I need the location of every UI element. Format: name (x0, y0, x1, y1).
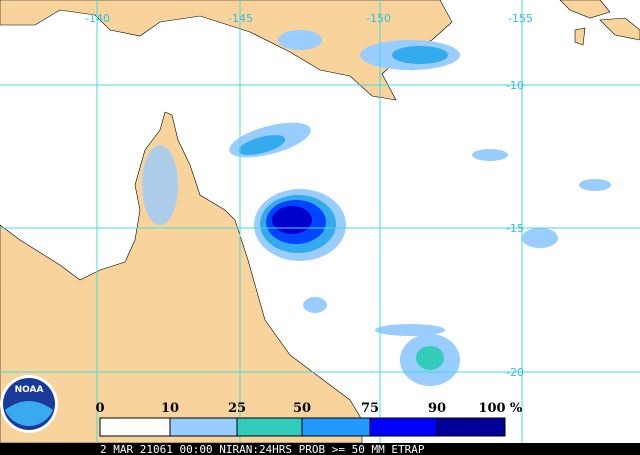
precipitation (142, 30, 611, 386)
legend-label: 75 (361, 401, 379, 416)
land-island (599, 17, 640, 41)
legend-label: 25 (228, 401, 246, 416)
land-island (559, 0, 611, 19)
latitude-label: -10 (506, 79, 524, 92)
longitude-label: -155 (508, 12, 533, 25)
longitude-label: -150 (366, 12, 391, 25)
caption: 2 MAR 21061 00:00 NIRAN:24HRS PROB >= 50… (100, 443, 425, 455)
logo-text: NOAA (15, 385, 44, 395)
latitude-label: -20 (506, 366, 524, 379)
longitude-label: -140 (85, 12, 110, 25)
legend-label: 0 (95, 401, 104, 416)
legend-label: 50 (293, 401, 311, 416)
legend-label: 10 (161, 401, 179, 416)
land-australia (0, 111, 363, 444)
graticule (0, 0, 640, 443)
longitude-label: -145 (228, 12, 253, 25)
legend: 0 10 25 50 75 90 100 % (95, 401, 523, 437)
latitude-label: -15 (506, 222, 524, 235)
land-island (574, 27, 586, 46)
noaa-logo: NOAA (0, 375, 58, 433)
legend-label: 90 (428, 401, 446, 416)
legend-unit: % (510, 401, 523, 416)
legend-label: 100 (478, 401, 505, 416)
caption-bar (0, 443, 640, 455)
